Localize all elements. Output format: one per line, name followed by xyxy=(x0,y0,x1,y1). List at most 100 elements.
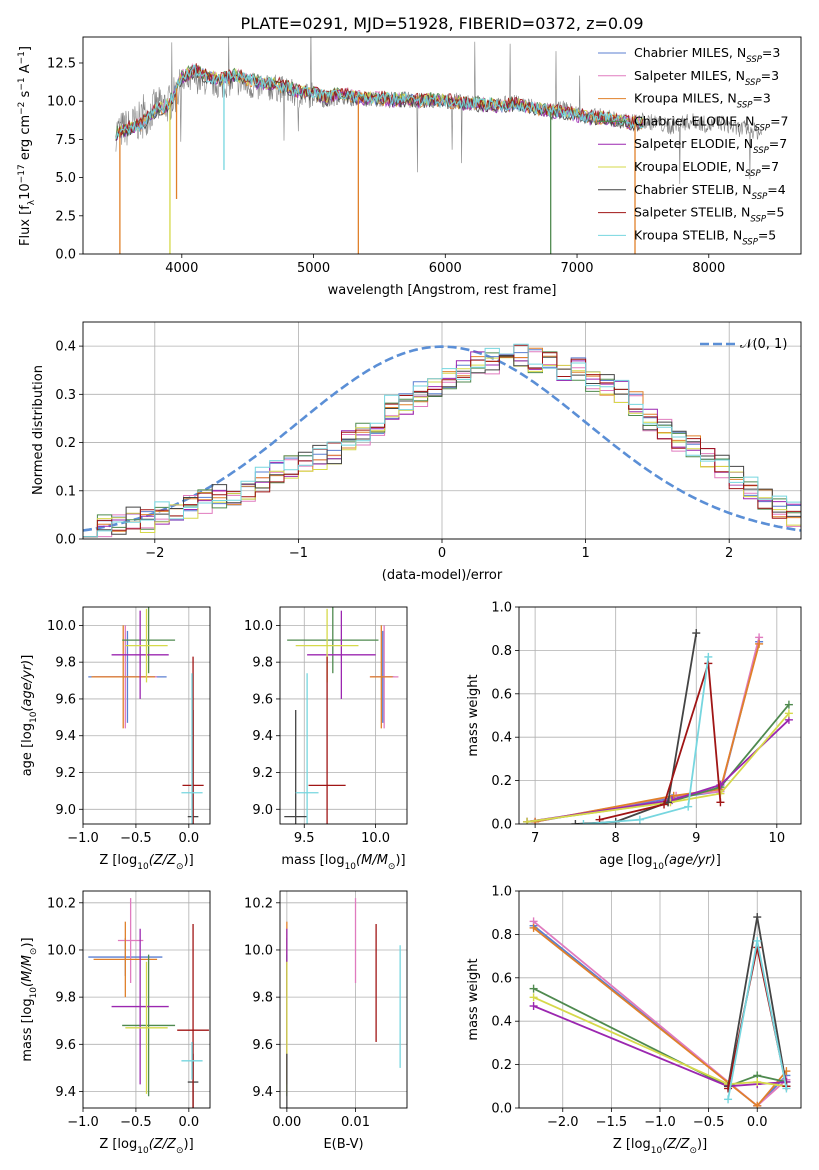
label-part: 10 xyxy=(137,862,149,872)
weight-marker xyxy=(784,700,793,709)
error-bar-point xyxy=(125,961,168,1094)
y-tick-label: 9.0 xyxy=(55,803,76,818)
error-bar-point xyxy=(91,625,155,729)
weight-marker xyxy=(704,652,713,661)
label-part: −1 xyxy=(17,51,27,64)
legend-label-part: SSP xyxy=(737,101,753,111)
label-part: λ xyxy=(27,199,37,205)
x-axis-label: (data-model)/error xyxy=(382,568,503,583)
label-part: 10 xyxy=(651,1146,663,1156)
error-bar-point xyxy=(177,924,209,1108)
error-bar-point xyxy=(181,1041,203,1080)
x-tick-label: 10 xyxy=(769,831,786,846)
label-part: 10 xyxy=(345,862,357,872)
y-tick-label: 10.0 xyxy=(47,943,76,958)
spectrum-panel: 4000 5000 6000 7000 8000 0.0 2.5 5.0 7.5 10.0 12.5… xyxy=(17,36,802,298)
weight-series-line xyxy=(526,712,790,823)
y-tick-label: 9.6 xyxy=(252,1038,273,1053)
y-tick-label: 12.5 xyxy=(47,56,76,71)
x-tick-label: −0.5 xyxy=(693,1115,725,1130)
x-tick-label: −2 xyxy=(145,546,164,561)
legend-label: 𝒩(0, 1) xyxy=(740,337,787,352)
x-tick-label: 2 xyxy=(725,546,733,561)
x-tick-label: −0.5 xyxy=(120,831,152,846)
plot-area xyxy=(529,913,791,1108)
legend-label-part: Salpeter MILES, N xyxy=(634,68,745,83)
weight-series-line xyxy=(533,987,787,1088)
x-axis-label: mass [log10(M/M⊙)] xyxy=(281,853,405,872)
weight-series-line xyxy=(533,996,787,1088)
x-tick-label: −1.0 xyxy=(644,1115,676,1130)
legend-label-part: Chabrier MILES, N xyxy=(634,45,746,60)
plot-area xyxy=(115,37,762,254)
y-tick-label: 1.0 xyxy=(491,601,512,616)
label-part: )] xyxy=(395,853,405,868)
x-tick-label: 0.01 xyxy=(341,1115,370,1130)
x-tick-label: 0.0 xyxy=(178,831,199,846)
label-part: )] xyxy=(697,1137,707,1152)
x-tick-label: 9.5 xyxy=(294,831,315,846)
y-tick-label: 9.4 xyxy=(55,1085,76,1100)
error-bar-point xyxy=(182,656,204,824)
weight-series-line xyxy=(534,643,760,823)
y-tick-label: 9.2 xyxy=(55,766,76,781)
y-tick-label: 10.0 xyxy=(47,95,76,110)
y-tick-label: 9.8 xyxy=(252,656,273,671)
legend-label-part: Salpeter STELIB, N xyxy=(634,205,750,220)
x-tick-label: 8000 xyxy=(692,261,725,276)
weight-marker xyxy=(579,820,588,824)
age-vs-metallicity-panel: −1.0 −0.5 0.09.09.29.49.69.810.0Z [log10(Z… xyxy=(20,606,211,872)
legend-label-part: SSP xyxy=(745,169,761,179)
x-tick-label: −2.0 xyxy=(547,1115,579,1130)
label-part: (Z/Z xyxy=(662,1137,690,1152)
y-tick-label: 9.6 xyxy=(252,692,273,707)
label-part: 10 xyxy=(18,183,33,200)
weight-marker xyxy=(784,709,793,718)
y-tick-label: 0.8 xyxy=(491,644,512,659)
label-part: −2 xyxy=(17,102,27,115)
y-tick-label: 0.2 xyxy=(55,436,76,451)
weight-marker xyxy=(660,800,669,809)
weight-vs-metallicity-panel: −2.0 −1.5 −1.0 −0.5 0.0 0.0 0.2 0.4 0.6 0.8 1.0 Z [… xyxy=(466,885,802,1156)
weight-marker xyxy=(571,820,580,824)
x-tick-label: 5000 xyxy=(297,261,330,276)
weight-marker xyxy=(753,1077,762,1086)
y-tick-label: 0.0 xyxy=(491,1102,512,1117)
y-axis-label: Flux [fλ10−17 erg cm−2 s−1 A−1] xyxy=(17,46,37,246)
x-tick-label: 7 xyxy=(531,831,539,846)
y-tick-label: 0.3 xyxy=(55,388,76,403)
error-bar-point xyxy=(122,607,176,674)
weight-series-line xyxy=(533,1005,787,1088)
y-tick-label: 0.2 xyxy=(491,774,512,789)
axes-frame xyxy=(279,606,408,825)
x-axis-label: wavelength [Angstrom, rest frame] xyxy=(328,283,557,298)
x-axis-label: Z [log10(Z/Z⊙)] xyxy=(99,853,193,872)
y-tick-label: 5.0 xyxy=(55,171,76,186)
y-tick-label: 10.2 xyxy=(47,896,76,911)
legend-label: Salpeter MILES, NSSP=3 xyxy=(634,68,779,88)
label-part: ] xyxy=(716,853,721,868)
x-axis-label: E(B-V) xyxy=(323,1137,363,1152)
y-tick-label: 0.0 xyxy=(55,248,76,263)
label-part: A xyxy=(18,64,33,77)
label-part: 10 xyxy=(29,711,39,723)
y-tick-label: 9.2 xyxy=(252,766,273,781)
weight-marker xyxy=(669,791,678,800)
y-tick-label: 10.2 xyxy=(244,896,273,911)
x-tick-label: 7000 xyxy=(560,261,593,276)
error-bar-point xyxy=(111,610,169,699)
label-part: 10 xyxy=(137,1146,149,1156)
x-tick-label: −1 xyxy=(289,546,308,561)
y-tick-label: 0.4 xyxy=(55,340,76,355)
plot-area xyxy=(286,898,401,1108)
plot-area xyxy=(83,343,801,538)
weight-marker xyxy=(523,817,532,824)
x-tick-label: 0.0 xyxy=(747,1115,768,1130)
y-tick-label: 0.0 xyxy=(491,818,512,833)
y-tick-label: 9.8 xyxy=(252,991,273,1006)
axes-frame xyxy=(82,36,802,255)
legend-label: Kroupa STELIB, NSSP=5 xyxy=(634,227,776,247)
legend-label-part: =5 xyxy=(766,205,784,220)
plot-area xyxy=(284,607,399,824)
y-tick-label: 9.0 xyxy=(252,803,273,818)
